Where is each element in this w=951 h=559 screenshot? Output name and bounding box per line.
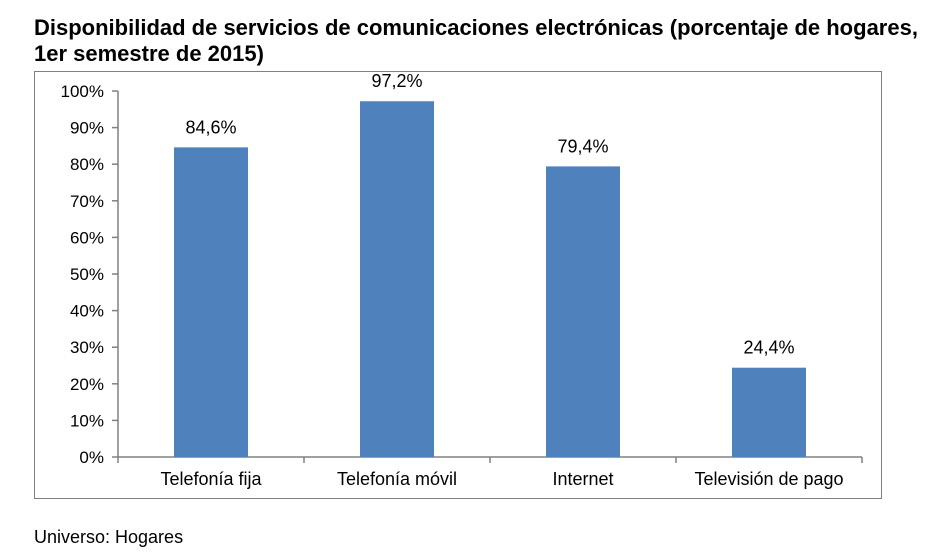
y-tick-label: 100% (61, 82, 104, 101)
y-tick-label: 80% (70, 155, 104, 174)
category-label: Internet (552, 469, 613, 489)
data-label: 84,6% (185, 117, 236, 137)
y-tick-label: 30% (70, 338, 104, 357)
bar (546, 166, 620, 457)
data-label: 97,2% (371, 71, 422, 91)
bar (174, 147, 248, 457)
y-tick-label: 90% (70, 119, 104, 138)
bar (360, 101, 434, 458)
y-tick-label: 50% (70, 265, 104, 284)
data-label: 79,4% (557, 136, 608, 156)
y-tick-label: 40% (70, 302, 104, 321)
y-tick-label: 60% (70, 228, 104, 247)
category-label: Televisión de pago (694, 469, 843, 489)
chart-title: Disponibilidad de servicios de comunicac… (34, 15, 918, 66)
category-label: Telefonía móvil (337, 469, 457, 489)
bar (732, 367, 806, 457)
data-label: 24,4% (743, 338, 794, 358)
y-tick-label: 0% (79, 448, 104, 467)
category-label: Telefonía fija (160, 469, 262, 489)
y-tick-label: 70% (70, 192, 104, 211)
y-tick-label: 10% (70, 411, 104, 430)
y-tick-label: 20% (70, 375, 104, 394)
footnote: Universo: Hogares (34, 527, 184, 547)
